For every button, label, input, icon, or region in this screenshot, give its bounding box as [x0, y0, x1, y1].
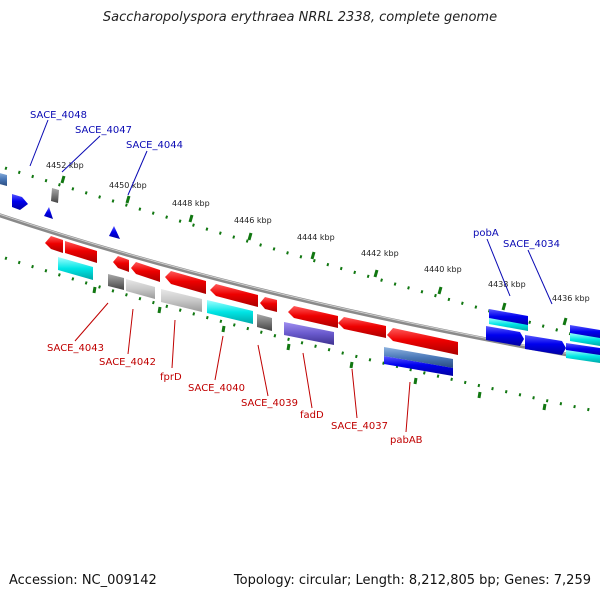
gene-feature[interactable]: [387, 328, 458, 355]
forward-gene-labels: SACE_4048 SACE_4047 SACE_4044 pobA SACE_…: [30, 110, 560, 250]
gene-label[interactable]: SACE_4039: [241, 398, 298, 409]
gene-feature[interactable]: [525, 335, 566, 355]
coord-label: 4452 kbp: [46, 161, 84, 170]
map-title: Saccharopolyspora erythraea NRRL 2338, c…: [102, 10, 498, 25]
gene-label[interactable]: SACE_4048: [30, 110, 87, 121]
gene-feature[interactable]: [384, 347, 453, 368]
coord-label: 4444 kbp: [297, 233, 335, 242]
gene-feature[interactable]: [570, 333, 600, 346]
gene-label[interactable]: SACE_4043: [47, 343, 104, 354]
gene-feature[interactable]: [131, 262, 160, 282]
gene-feature[interactable]: [486, 326, 524, 346]
gene-feature[interactable]: [257, 314, 272, 331]
gene-feature[interactable]: [109, 226, 120, 239]
coord-label: 4448 kbp: [172, 199, 210, 208]
gene-feature[interactable]: [566, 343, 600, 356]
gene-feature[interactable]: [12, 194, 28, 210]
gene-feature[interactable]: [566, 350, 600, 363]
gene-label[interactable]: fadD: [300, 410, 324, 421]
gene-feature[interactable]: [65, 241, 97, 263]
reverse-gene-labels: SACE_4043 SACE_4042 fprD SACE_4040 SACE_…: [47, 343, 423, 446]
gene-label[interactable]: SACE_4047: [75, 125, 132, 136]
gene-label[interactable]: SACE_4042: [99, 357, 156, 368]
gene-feature[interactable]: [288, 306, 338, 328]
gene-label[interactable]: SACE_4034: [503, 239, 560, 250]
gene-feature[interactable]: [489, 309, 528, 326]
gene-feature[interactable]: [51, 188, 59, 203]
gene-label[interactable]: SACE_4037: [331, 421, 388, 432]
gene-feature[interactable]: [489, 318, 528, 331]
gene-feature[interactable]: [0, 172, 7, 186]
gene-label[interactable]: SACE_4044: [126, 140, 183, 151]
gene-feature[interactable]: [260, 297, 277, 312]
gene-label[interactable]: pabAB: [390, 435, 423, 446]
coord-label: 4440 kbp: [424, 265, 462, 274]
gene-feature[interactable]: [284, 322, 334, 345]
gene-feature[interactable]: [384, 356, 453, 376]
gene-feature[interactable]: [210, 284, 258, 307]
major-ticks-outer: [60, 175, 568, 326]
gene-feature[interactable]: [207, 300, 253, 324]
gene-feature[interactable]: [108, 274, 124, 290]
topology-text: Topology: circular; Length: 8,212,805 bp…: [233, 573, 591, 588]
coord-label: 4442 kbp: [361, 249, 399, 258]
coord-label: 4446 kbp: [234, 216, 272, 225]
forward-features: [0, 172, 600, 363]
gene-label[interactable]: fprD: [160, 372, 182, 383]
gene-feature[interactable]: [161, 289, 202, 312]
coord-label: 4436 kbp: [552, 294, 590, 303]
gene-feature[interactable]: [44, 207, 53, 219]
coordinate-labels: 4452 kbp 4450 kbp 4448 kbp 4446 kbp 4444…: [46, 161, 590, 303]
reverse-leader-lines: [74, 302, 411, 433]
gene-feature[interactable]: [338, 317, 386, 338]
coord-label: 4450 kbp: [109, 181, 147, 190]
forward-leader-lines: [29, 119, 553, 305]
gene-feature[interactable]: [45, 236, 63, 253]
gene-feature[interactable]: [126, 279, 155, 299]
gene-label[interactable]: pobA: [473, 228, 499, 239]
gene-feature[interactable]: [58, 257, 93, 280]
accession-text: Accession: NC_009142: [9, 573, 157, 588]
coord-label: 4438 kbp: [488, 280, 526, 289]
reverse-features: [45, 236, 458, 376]
gene-feature[interactable]: [113, 256, 129, 272]
major-ticks-inner: [92, 286, 547, 411]
gene-feature[interactable]: [165, 271, 206, 294]
gene-label[interactable]: SACE_4040: [188, 383, 245, 394]
